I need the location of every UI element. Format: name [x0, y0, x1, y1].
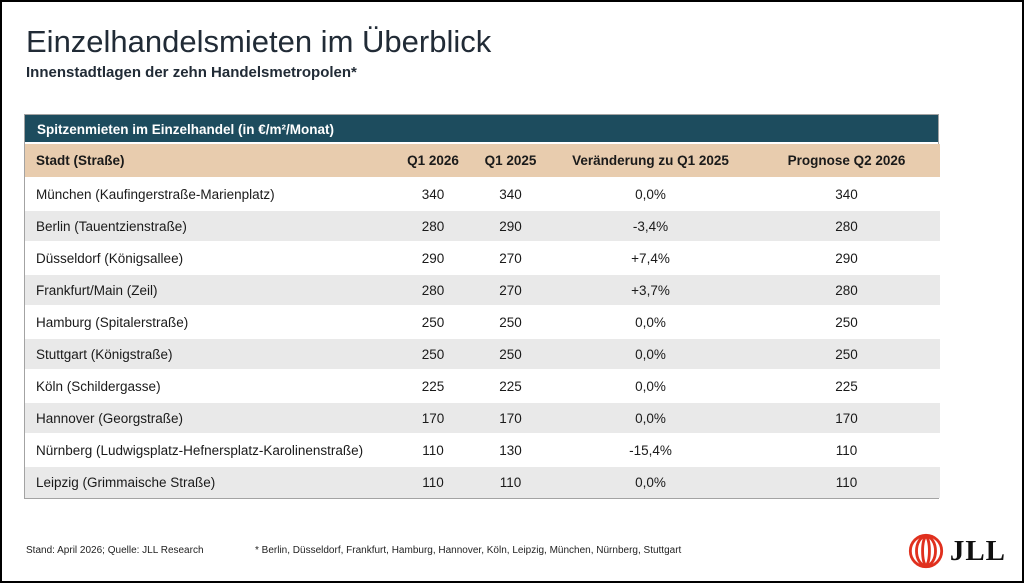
value-cell: 340	[393, 178, 473, 211]
city-cell: München (Kaufingerstraße-Marienplatz)	[25, 178, 393, 211]
value-cell: 290	[393, 242, 473, 275]
table-row: München (Kaufingerstraße-Marienplatz) 340…	[25, 178, 940, 211]
value-cell: 270	[473, 242, 548, 275]
value-cell: +3,7%	[548, 274, 753, 307]
city-cell: Berlin (Tauentzienstraße)	[25, 210, 393, 243]
column-header: Q1 2025	[473, 144, 548, 179]
column-header: Veränderung zu Q1 2025	[548, 144, 753, 179]
page-title: Einzelhandelsmieten im Überblick	[26, 24, 492, 59]
table-caption: Spitzenmieten im Einzelhandel (in €/m²/M…	[25, 115, 938, 144]
footnote: * Berlin, Düsseldorf, Frankfurt, Hamburg…	[255, 545, 682, 556]
value-cell: 280	[753, 210, 940, 243]
page-subtitle: Innenstadtlagen der zehn Handelsmetropol…	[26, 64, 357, 81]
value-cell: 0,0%	[548, 338, 753, 371]
table-row: Frankfurt/Main (Zeil) 280 270 +3,7% 280	[25, 274, 940, 307]
value-cell: 340	[753, 178, 940, 211]
table-row: Leipzig (Grimmaische Straße) 110 110 0,0% 11…	[25, 466, 940, 498]
value-cell: 280	[393, 210, 473, 243]
jll-logo-text: JLL	[949, 534, 1006, 567]
value-cell: 280	[393, 274, 473, 307]
value-cell: 225	[473, 370, 548, 403]
rent-data-table: Stadt (Straße) Q1 2026 Q1 2025 Veränderung …	[25, 144, 940, 498]
city-cell: Hamburg (Spitalerstraße)	[25, 306, 393, 339]
table-header-row: Stadt (Straße) Q1 2026 Q1 2025 Veränderung …	[25, 144, 940, 179]
column-header: Prognose Q2 2026	[753, 144, 940, 179]
value-cell: 340	[473, 178, 548, 211]
value-cell: 250	[473, 338, 548, 371]
value-cell: 0,0%	[548, 466, 753, 498]
value-cell: 270	[473, 274, 548, 307]
value-cell: 250	[393, 306, 473, 339]
value-cell: 110	[393, 434, 473, 467]
city-cell: Frankfurt/Main (Zeil)	[25, 274, 393, 307]
value-cell: 250	[753, 306, 940, 339]
value-cell: 110	[753, 434, 940, 467]
city-cell: Köln (Schildergasse)	[25, 370, 393, 403]
value-cell: 0,0%	[548, 306, 753, 339]
value-cell: 290	[753, 242, 940, 275]
value-cell: 280	[753, 274, 940, 307]
source-note: Stand: April 2026; Quelle: JLL Research	[26, 545, 204, 556]
table-body: München (Kaufingerstraße-Marienplatz) 340…	[25, 178, 940, 498]
table-row: Hamburg (Spitalerstraße) 250 250 0,0% 250	[25, 306, 940, 339]
value-cell: 110	[393, 466, 473, 498]
value-cell: +7,4%	[548, 242, 753, 275]
city-cell: Nürnberg (Ludwigsplatz-Hefnersplatz-Karo…	[25, 434, 393, 467]
column-header: Stadt (Straße)	[25, 144, 393, 179]
jll-globe-icon	[908, 533, 943, 569]
value-cell: 170	[393, 402, 473, 435]
value-cell: 250	[393, 338, 473, 371]
value-cell: 290	[473, 210, 548, 243]
value-cell: 110	[753, 466, 940, 498]
rent-table: Spitzenmieten im Einzelhandel (in €/m²/M…	[24, 114, 940, 499]
value-cell: -15,4%	[548, 434, 753, 467]
table-row: Stuttgart (Königstraße) 250 250 0,0% 250	[25, 338, 940, 371]
value-cell: 0,0%	[548, 178, 753, 211]
table-row: Hannover (Georgstraße) 170 170 0,0% 170	[25, 402, 940, 435]
value-cell: 250	[473, 306, 548, 339]
value-cell: 225	[393, 370, 473, 403]
column-header: Q1 2026	[393, 144, 473, 179]
jll-logo: JLL	[907, 532, 1006, 570]
value-cell: 170	[753, 402, 940, 435]
value-cell: 250	[753, 338, 940, 371]
table-row: Berlin (Tauentzienstraße) 280 290 -3,4% 280	[25, 210, 940, 243]
table-row: Nürnberg (Ludwigsplatz-Hefnersplatz-Karo…	[25, 434, 940, 467]
value-cell: 225	[753, 370, 940, 403]
value-cell: 170	[473, 402, 548, 435]
table-row: Düsseldorf (Königsallee) 290 270 +7,4% 290	[25, 242, 940, 275]
city-cell: Hannover (Georgstraße)	[25, 402, 393, 435]
value-cell: 130	[473, 434, 548, 467]
city-cell: Stuttgart (Königstraße)	[25, 338, 393, 371]
value-cell: 0,0%	[548, 402, 753, 435]
table-row: Köln (Schildergasse) 225 225 0,0% 225	[25, 370, 940, 403]
value-cell: 110	[473, 466, 548, 498]
city-cell: Düsseldorf (Königsallee)	[25, 242, 393, 275]
city-cell: Leipzig (Grimmaische Straße)	[25, 466, 393, 498]
value-cell: -3,4%	[548, 210, 753, 243]
value-cell: 0,0%	[548, 370, 753, 403]
